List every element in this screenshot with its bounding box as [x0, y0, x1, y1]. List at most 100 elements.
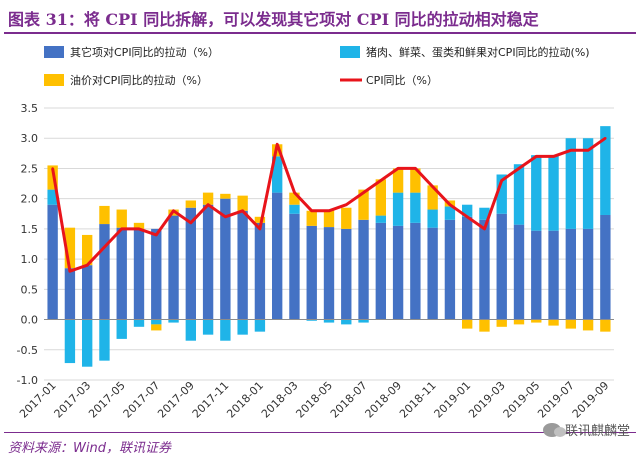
- bar-other: [427, 227, 438, 320]
- bar-oil: [392, 168, 404, 193]
- cpi-point: [241, 209, 244, 212]
- cpi-point: [327, 209, 331, 212]
- footer-divider: [4, 432, 636, 433]
- bar-pork-veg-egg-fruit: [82, 319, 93, 367]
- bar-pork-veg-egg-fruit: [185, 319, 196, 341]
- bar-oil: [202, 192, 214, 205]
- bar-pork-veg-egg-fruit: [116, 319, 127, 339]
- bar-pork-veg-egg-fruit: [133, 319, 145, 327]
- x-axis-labels: 2017-012017-032017-052017-072017-092017-…: [17, 379, 611, 421]
- bar-pork-veg-egg-fruit: [410, 192, 421, 223]
- y-tick-label: 0.5: [21, 283, 39, 296]
- x-tick-label: 2018-09: [363, 379, 405, 421]
- x-tick-label: 2017-07: [121, 379, 163, 421]
- bar-other: [375, 222, 386, 320]
- bar-oil: [116, 209, 127, 228]
- cpi-point: [379, 179, 383, 182]
- bar-pork-veg-egg-fruit: [513, 164, 525, 225]
- y-tick-label: 3.0: [21, 132, 39, 145]
- bar-oil: [82, 234, 93, 266]
- bar-pork-veg-egg-fruit: [237, 319, 248, 335]
- bar-pork-veg-egg-fruit: [444, 206, 456, 220]
- bar-oil: [410, 168, 421, 193]
- bar-pork-veg-egg-fruit: [254, 319, 266, 332]
- x-tick-label: 2017-05: [86, 379, 128, 421]
- bar-pork-veg-egg-fruit: [47, 189, 58, 205]
- bar-other: [168, 215, 179, 320]
- bar-other: [47, 204, 58, 320]
- bars: [47, 126, 611, 367]
- bar-other: [185, 207, 196, 320]
- bar-oil: [565, 319, 576, 329]
- watermark: 联讯麒麟堂: [542, 420, 630, 439]
- cpi-point: [517, 167, 521, 170]
- bar-oil: [531, 319, 542, 323]
- cpi-point: [483, 227, 486, 231]
- bar-pork-veg-egg-fruit: [272, 156, 283, 193]
- cpi-point: [345, 203, 348, 206]
- cpi-point: [552, 155, 555, 158]
- bar-oil: [462, 319, 473, 329]
- x-tick-label: 2018-05: [293, 379, 335, 421]
- x-tick-label: 2018-03: [259, 379, 301, 421]
- x-tick-label: 2019-03: [466, 379, 508, 421]
- cpi-point: [431, 185, 434, 188]
- cpi-point: [85, 263, 89, 267]
- bar-oil: [496, 319, 507, 327]
- bar-other: [237, 210, 248, 320]
- cpi-point: [137, 227, 141, 231]
- bar-oil: [220, 193, 231, 199]
- bar-pork-veg-egg-fruit: [151, 319, 162, 325]
- bar-other: [272, 192, 283, 320]
- y-tick-label: 1.5: [21, 223, 39, 236]
- y-tick-label: 1.0: [21, 253, 39, 266]
- bar-other: [202, 204, 214, 320]
- bar-other: [306, 225, 317, 320]
- cpi-point: [103, 245, 106, 249]
- bar-pork-veg-egg-fruit: [323, 319, 335, 323]
- legend-label: 其它项对CPI同比的拉动（%）: [70, 45, 219, 59]
- bar-other: [565, 228, 576, 320]
- cpi-point: [189, 221, 193, 225]
- bar-pork-veg-egg-fruit: [548, 155, 559, 231]
- bar-pork-veg-egg-fruit: [306, 319, 317, 321]
- bar-pork-veg-egg-fruit: [289, 204, 300, 214]
- cpi-point: [68, 270, 72, 273]
- x-tick-label: 2019-07: [535, 379, 577, 421]
- bar-pork-veg-egg-fruit: [341, 319, 352, 325]
- watermark-text: 联讯麒麟堂: [564, 424, 630, 439]
- cpi-point: [604, 137, 607, 140]
- bar-oil: [358, 189, 369, 220]
- bar-pork-veg-egg-fruit: [582, 138, 594, 229]
- legend-label: 猪肉、鲜菜、蛋类和鲜果对CPI同比的拉动(%): [366, 45, 590, 59]
- cpi-point: [310, 209, 313, 212]
- legend-label: CPI同比（%）: [366, 74, 438, 87]
- x-tick-label: 2019-01: [432, 379, 474, 421]
- legend-swatch: [340, 46, 360, 58]
- cpi-point: [414, 167, 417, 170]
- bar-other: [220, 198, 231, 320]
- x-tick-label: 2018-07: [328, 379, 370, 421]
- bar-pork-veg-egg-fruit: [392, 192, 404, 226]
- bar-other: [392, 225, 404, 320]
- y-tick-label: -1.0: [17, 374, 38, 387]
- bar-other: [513, 224, 525, 320]
- legend-swatch: [44, 46, 64, 58]
- bar-oil: [64, 227, 76, 269]
- x-tick-label: 2017-09: [155, 379, 197, 421]
- title-divider: [4, 32, 636, 34]
- bar-pork-veg-egg-fruit: [99, 319, 110, 361]
- y-tick-label: 3.5: [21, 102, 39, 115]
- bar-other: [444, 219, 456, 320]
- bar-oil: [254, 216, 266, 223]
- bar-other: [289, 213, 300, 320]
- bar-other: [254, 222, 266, 320]
- legend-swatch: [44, 74, 64, 86]
- cpi-point: [51, 167, 54, 170]
- y-tick-label: 0.0: [21, 314, 39, 327]
- cpi-point: [586, 149, 590, 152]
- bar-oil: [479, 319, 490, 332]
- bar-pork-veg-egg-fruit: [202, 319, 214, 335]
- bar-oil: [341, 207, 352, 229]
- cpi-point: [258, 227, 262, 231]
